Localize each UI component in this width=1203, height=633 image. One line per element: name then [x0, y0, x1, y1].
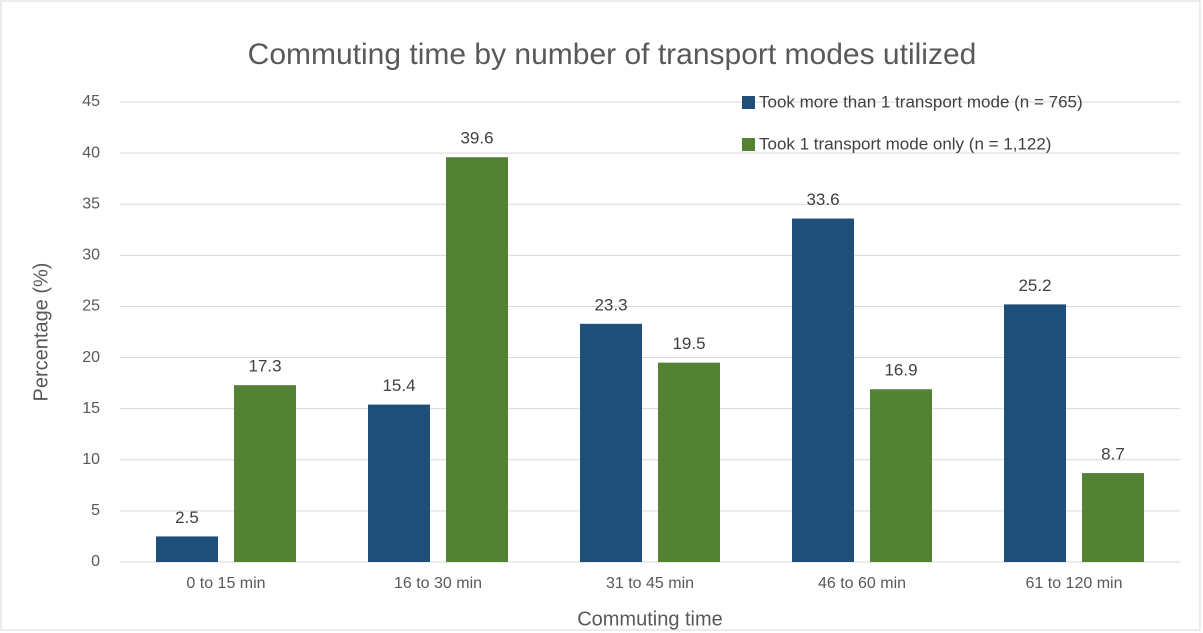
bar — [870, 389, 932, 562]
legend-label: Took 1 transport mode only (n = 1,122) — [759, 134, 1051, 153]
bar — [580, 323, 642, 562]
y-tick-label: 25 — [82, 298, 100, 315]
y-axis-label: Percentage (%) — [30, 263, 52, 402]
x-tick-label: 0 to 15 min — [186, 575, 265, 592]
value-label: 33.6 — [806, 190, 839, 209]
x-tick-label: 46 to 60 min — [818, 575, 906, 592]
value-label: 15.4 — [382, 376, 415, 395]
value-label: 2.5 — [175, 508, 199, 527]
y-tick-label: 20 — [82, 349, 100, 366]
bar — [156, 536, 218, 562]
y-tick-label: 10 — [82, 451, 100, 468]
y-tick-label: 40 — [82, 144, 100, 161]
legend-swatch — [742, 138, 755, 151]
value-label: 8.7 — [1101, 445, 1125, 464]
y-tick-label: 45 — [82, 93, 100, 110]
chart-title: Commuting time by number of transport mo… — [248, 38, 977, 71]
bar — [368, 404, 430, 562]
x-tick-label: 31 to 45 min — [606, 575, 694, 592]
bar — [234, 385, 296, 562]
bar — [658, 362, 720, 562]
bar — [1082, 473, 1144, 562]
x-tick-label: 61 to 120 min — [1026, 575, 1123, 592]
value-label: 19.5 — [672, 334, 705, 353]
legend-label: Took more than 1 transport mode (n = 765… — [759, 92, 1083, 111]
y-tick-label: 15 — [82, 400, 100, 417]
x-axis-label: Commuting time — [577, 608, 723, 630]
bar — [792, 218, 854, 563]
legend-swatch — [742, 96, 755, 109]
y-tick-label: 35 — [82, 195, 100, 212]
bar — [446, 157, 508, 562]
value-label: 16.9 — [884, 361, 917, 380]
x-tick-label: 16 to 30 min — [394, 575, 482, 592]
y-tick-label: 0 — [91, 553, 100, 570]
y-tick-label: 30 — [82, 247, 100, 264]
value-label: 23.3 — [594, 295, 627, 314]
value-label: 25.2 — [1018, 276, 1051, 295]
bar — [1004, 304, 1066, 562]
value-label: 39.6 — [460, 129, 493, 148]
y-tick-label: 5 — [91, 502, 100, 519]
value-label: 17.3 — [248, 357, 281, 376]
